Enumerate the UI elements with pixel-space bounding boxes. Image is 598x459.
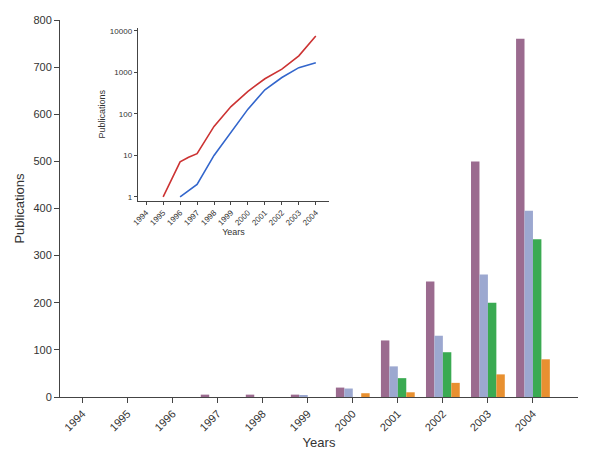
svg-text:400: 400 (33, 202, 51, 214)
svg-text:10000: 10000 (110, 27, 133, 36)
svg-text:1995: 1995 (148, 208, 167, 227)
svg-text:Years: Years (303, 435, 336, 450)
svg-text:Years: Years (222, 227, 245, 237)
svg-text:2002: 2002 (422, 408, 448, 434)
svg-text:300: 300 (33, 249, 51, 261)
svg-text:1000: 1000 (114, 68, 132, 77)
svg-text:1: 1 (128, 193, 133, 202)
svg-text:1994: 1994 (131, 208, 150, 227)
svg-text:1996: 1996 (165, 208, 184, 227)
svg-text:1998: 1998 (242, 408, 268, 434)
svg-text:2003: 2003 (284, 208, 303, 227)
svg-text:200: 200 (33, 297, 51, 309)
svg-text:100: 100 (119, 110, 133, 119)
svg-text:2001: 2001 (377, 408, 403, 434)
svg-text:1997: 1997 (197, 408, 223, 434)
svg-text:2004: 2004 (512, 408, 538, 434)
svg-text:1997: 1997 (182, 208, 201, 227)
svg-text:1994: 1994 (62, 408, 88, 434)
svg-text:1999: 1999 (216, 208, 235, 227)
svg-text:Publications: Publications (12, 173, 27, 244)
svg-text:600: 600 (33, 108, 51, 120)
svg-text:1996: 1996 (152, 408, 178, 434)
svg-text:100: 100 (33, 344, 51, 356)
svg-text:2000: 2000 (233, 208, 252, 227)
svg-text:2001: 2001 (250, 208, 269, 227)
svg-text:10: 10 (123, 151, 132, 160)
svg-text:0: 0 (46, 391, 52, 403)
svg-text:2003: 2003 (467, 408, 493, 434)
svg-text:1999: 1999 (287, 408, 313, 434)
svg-text:2000: 2000 (332, 408, 358, 434)
svg-text:500: 500 (33, 155, 51, 167)
svg-text:800: 800 (33, 14, 51, 26)
svg-text:2004: 2004 (301, 208, 320, 227)
svg-text:1995: 1995 (107, 408, 133, 434)
svg-text:700: 700 (33, 61, 51, 73)
svg-text:Publications: Publications (97, 89, 107, 138)
svg-text:1998: 1998 (199, 208, 218, 227)
svg-text:2002: 2002 (267, 208, 286, 227)
